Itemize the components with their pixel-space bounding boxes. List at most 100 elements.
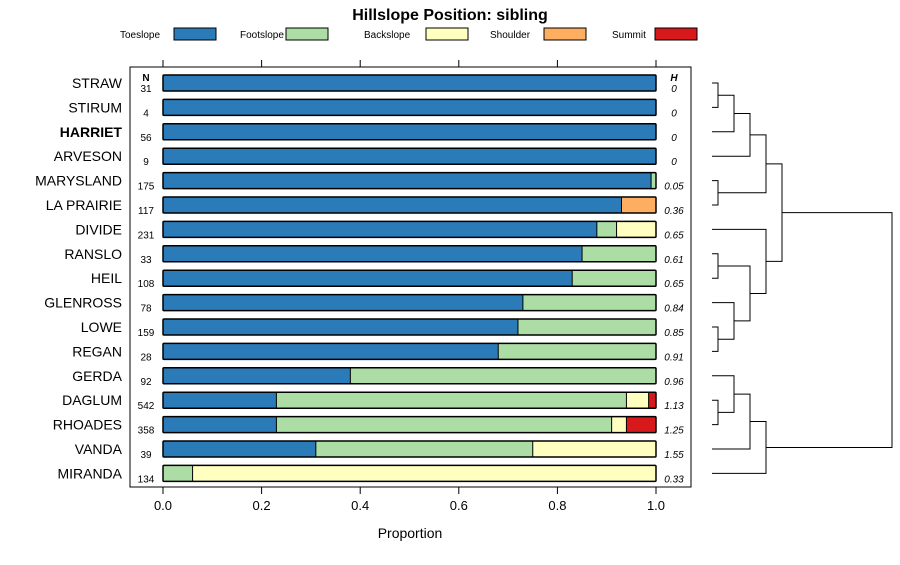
- n-value-harriet: 56: [140, 133, 152, 144]
- bar-lowe-toeslope: [163, 319, 518, 335]
- bar-heil-toeslope: [163, 270, 573, 287]
- category-label-la-prairie: LA PRAIRIE: [46, 197, 122, 213]
- bar-outline-gerda: [162, 367, 657, 385]
- h-value-marysland: 0.05: [664, 182, 684, 193]
- n-value-daglum: 542: [138, 401, 155, 412]
- category-label-arveson: ARVESON: [54, 148, 122, 164]
- n-value-glenross: 78: [140, 304, 152, 315]
- bar-harriet-toeslope: [163, 123, 656, 140]
- dendrogram-root: [766, 212, 893, 448]
- bar-la-prairie-shoulder: [621, 197, 656, 213]
- dendrogram-branch: [712, 82, 719, 108]
- n-header: N: [142, 73, 149, 84]
- bar-gerda-footslope: [350, 367, 656, 384]
- bar-outline-glenross: [162, 293, 657, 312]
- x-tick-label: 0.4: [351, 498, 369, 513]
- h-value-daglum: 1.13: [664, 401, 684, 412]
- bar-divide-footslope: [596, 221, 617, 238]
- category-label-stirum: STIRUM: [68, 99, 122, 115]
- h-value-rhoades: 1.25: [664, 426, 684, 437]
- bar-stirum-toeslope: [163, 99, 656, 116]
- bar-outline-divide: [162, 220, 657, 239]
- bar-outline-marysland: [162, 171, 657, 190]
- bar-lowe-footslope: [517, 319, 656, 335]
- bar-outline-harriet: [162, 123, 657, 141]
- bar-daglum-summit: [648, 392, 656, 409]
- bar-ranslo-toeslope: [163, 245, 583, 262]
- bar-glenross-footslope: [522, 294, 656, 311]
- h-value-miranda: 0.33: [664, 474, 684, 485]
- bar-divide-backslope: [616, 221, 656, 238]
- category-label-daglum: DAGLUM: [62, 392, 122, 408]
- dendrogram-branch: [712, 302, 735, 340]
- bar-daglum-footslope: [276, 392, 627, 409]
- bar-outline-regan: [162, 342, 657, 361]
- bar-heil-footslope: [572, 270, 656, 287]
- n-value-stirum: 4: [143, 108, 149, 119]
- bar-outline-ranslo: [162, 245, 657, 263]
- dendrogram-branch: [712, 326, 719, 352]
- n-value-marysland: 175: [138, 182, 155, 193]
- legend-swatch-shoulder: [543, 27, 587, 41]
- n-value-divide: 231: [138, 230, 155, 241]
- dendrogram-branch: [766, 163, 783, 262]
- chart-title: Hillslope Position: sibling: [352, 7, 548, 24]
- legend-label-summit: Summit: [612, 30, 646, 41]
- h-value-gerda: 0.96: [664, 377, 684, 388]
- bar-miranda-footslope: [163, 465, 193, 482]
- category-label-divide: DIVIDE: [75, 221, 122, 237]
- x-tick-label: 0.6: [450, 498, 468, 513]
- category-label-rhoades: RHOADES: [53, 417, 122, 433]
- n-value-miranda: 134: [138, 474, 155, 485]
- bar-outline-rhoades: [162, 415, 657, 434]
- h-value-harriet: 0: [671, 133, 677, 144]
- n-value-lowe: 159: [138, 328, 155, 339]
- bar-outline-straw: [162, 74, 657, 92]
- dendrogram-branch: [712, 228, 767, 294]
- bar-rhoades-footslope: [276, 416, 612, 433]
- bar-outline-stirum: [162, 98, 657, 117]
- n-value-la-prairie: 117: [138, 206, 154, 217]
- bar-la-prairie-toeslope: [163, 197, 622, 213]
- bar-outline-la-prairie: [162, 196, 657, 214]
- legend-swatch-summit: [654, 27, 698, 41]
- bar-vanda-backslope: [532, 441, 656, 457]
- bar-marysland-footslope: [651, 172, 656, 189]
- h-value-arveson: 0: [671, 157, 677, 168]
- legend-label-footslope: Footslope: [240, 30, 284, 41]
- bar-regan-footslope: [498, 343, 656, 360]
- bar-vanda-footslope: [315, 441, 533, 457]
- bars-group: STRAW 31 0 STIRUM 4 0 HARRIET 56 0 ARVESON 9 0 MARYS…: [35, 74, 684, 485]
- legend-swatch-backslope: [425, 27, 469, 41]
- bar-arveson-toeslope: [163, 148, 656, 165]
- bar-outline-arveson: [162, 147, 657, 165]
- h-value-glenross: 0.84: [664, 304, 684, 315]
- dendrogram: [712, 82, 893, 474]
- dendrogram-branch: [712, 375, 735, 413]
- legend-label-backslope: Backslope: [364, 30, 411, 41]
- h-value-heil: 0.65: [664, 279, 684, 290]
- legend-label-shoulder: Shoulder: [490, 30, 531, 41]
- category-label-harriet: HARRIET: [60, 124, 123, 140]
- h-value-stirum: 0: [671, 108, 677, 119]
- bar-rhoades-summit: [626, 416, 656, 433]
- h-value-lowe: 0.85: [664, 328, 684, 339]
- h-value-straw: 0: [671, 84, 677, 95]
- category-label-miranda: MIRANDA: [57, 465, 122, 481]
- n-value-arveson: 9: [143, 157, 149, 168]
- h-value-regan: 0.91: [664, 352, 683, 363]
- x-tick-label: 1.0: [647, 498, 665, 513]
- bar-marysland-toeslope: [163, 172, 652, 189]
- category-label-lowe: LOWE: [81, 319, 122, 335]
- n-value-rhoades: 358: [138, 426, 155, 437]
- h-value-divide: 0.65: [664, 230, 684, 241]
- legend-swatch-toeslope: [173, 27, 217, 41]
- n-value-regan: 28: [140, 352, 152, 363]
- h-value-ranslo: 0.61: [664, 255, 683, 266]
- category-label-straw: STRAW: [72, 75, 123, 91]
- bar-outline-lowe: [162, 318, 657, 336]
- bar-straw-toeslope: [163, 75, 656, 91]
- h-header: H: [670, 73, 678, 84]
